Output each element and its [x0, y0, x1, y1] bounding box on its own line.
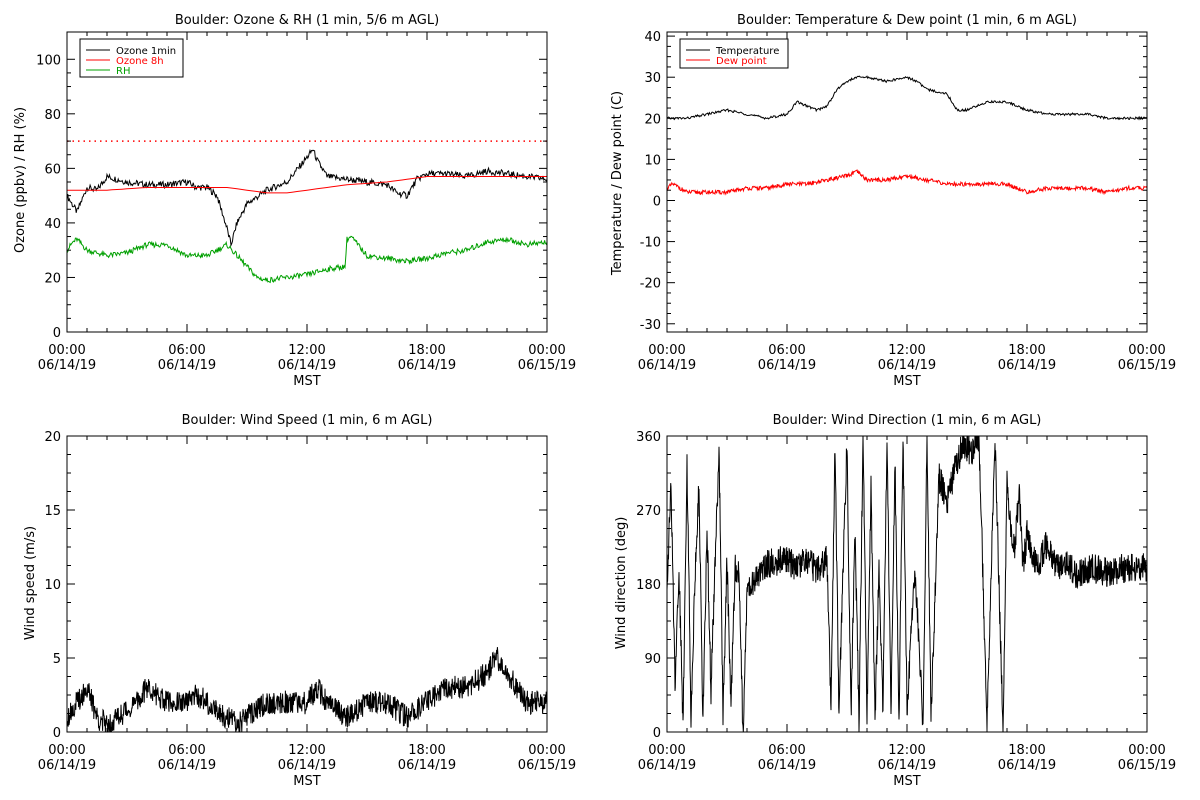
- series-ozone-8h: [67, 176, 547, 194]
- y-tick-label: 20: [644, 112, 661, 127]
- chart-title: Boulder: Wind Direction (1 min, 6 m AGL): [773, 413, 1042, 428]
- series-rh: [66, 235, 548, 284]
- x-tick-time-label: 00:00: [528, 343, 565, 358]
- series-dew-point: [666, 169, 1148, 196]
- x-tick-date-label: 06/14/19: [638, 758, 696, 773]
- y-tick-label: 60: [44, 162, 61, 177]
- y-tick-label: 20: [44, 430, 61, 445]
- y-tick-label: -10: [640, 236, 661, 251]
- y-tick-label: 180: [636, 578, 661, 593]
- x-tick-date-label: 06/15/19: [518, 758, 576, 773]
- y-tick-label: 40: [44, 217, 61, 232]
- x-tick-date-label: 06/14/19: [38, 358, 96, 373]
- x-tick-time-label: 00:00: [48, 743, 85, 758]
- x-tick-time-label: 00:00: [648, 343, 685, 358]
- x-tick-date-label: 06/14/19: [998, 358, 1056, 373]
- legend-label: Dew point: [716, 56, 767, 67]
- x-tick-date-label: 06/14/19: [278, 758, 336, 773]
- panel-wind-speed: Boulder: Wind Speed (1 min, 6 m AGL) Win…: [23, 413, 576, 789]
- series-line: [66, 647, 548, 733]
- x-tick-date-label: 06/14/19: [878, 358, 936, 373]
- panel-wind-direction: Boulder: Wind Direction (1 min, 6 m AGL)…: [614, 413, 1176, 789]
- y-tick-label: 20: [44, 271, 61, 286]
- y-tick-label: 15: [44, 504, 61, 519]
- y-tick-label: 30: [644, 71, 661, 86]
- y-tick-label: 80: [44, 108, 61, 123]
- y-axis-label: Wind direction (deg): [614, 517, 629, 650]
- x-tick-time-label: 12:00: [288, 343, 325, 358]
- y-tick-label: 5: [53, 652, 61, 667]
- series-temperature: [666, 75, 1148, 121]
- x-tick-date-label: 06/15/19: [1118, 358, 1176, 373]
- x-tick-time-label: 18:00: [1008, 343, 1045, 358]
- y-axis-label: Ozone (ppbv) / RH (%): [13, 107, 28, 253]
- legend-box: [679, 38, 789, 69]
- x-tick-time-label: 18:00: [408, 343, 445, 358]
- y-tick-label: 0: [53, 726, 61, 741]
- x-tick-date-label: 06/14/19: [758, 758, 816, 773]
- x-tick-date-label: 06/14/19: [758, 358, 816, 373]
- x-tick-date-label: 06/14/19: [878, 758, 936, 773]
- chart-title: Boulder: Temperature & Dew point (1 min,…: [737, 13, 1077, 28]
- x-tick-date-label: 06/14/19: [398, 358, 456, 373]
- x-tick-time-label: 00:00: [1128, 343, 1165, 358]
- x-tick-time-label: 06:00: [768, 343, 805, 358]
- chart-title: Boulder: Ozone & RH (1 min, 5/6 m AGL): [175, 13, 439, 28]
- y-tick-label: -30: [640, 318, 661, 333]
- x-tick-date-label: 06/14/19: [278, 358, 336, 373]
- legend-label: RH: [116, 66, 130, 77]
- y-axis-label: Temperature / Dew point (C): [610, 91, 625, 276]
- series-ozone-1min: [66, 148, 548, 247]
- x-tick-date-label: 06/14/19: [398, 758, 456, 773]
- x-tick-time-label: 00:00: [648, 743, 685, 758]
- x-tick-time-label: 06:00: [768, 743, 805, 758]
- chart-title: Boulder: Wind Speed (1 min, 6 m AGL): [182, 413, 433, 428]
- x-tick-date-label: 06/14/19: [158, 358, 216, 373]
- x-tick-time-label: 00:00: [528, 743, 565, 758]
- y-tick-label: 360: [636, 430, 661, 445]
- series-line: [666, 435, 1148, 733]
- x-tick-time-label: 12:00: [888, 743, 925, 758]
- x-tick-time-label: 06:00: [168, 743, 205, 758]
- y-tick-label: -20: [640, 277, 661, 292]
- x-axis-label: MST: [893, 374, 920, 389]
- panel-temperature-dewpoint: Boulder: Temperature & Dew point (1 min,…: [610, 13, 1176, 389]
- x-tick-date-label: 06/15/19: [1118, 758, 1176, 773]
- legend-label: Ozone 8h: [116, 56, 164, 67]
- y-tick-label: 100: [36, 53, 61, 68]
- x-tick-time-label: 00:00: [48, 343, 85, 358]
- y-tick-label: 90: [644, 652, 661, 667]
- x-tick-date-label: 06/14/19: [158, 758, 216, 773]
- x-tick-time-label: 06:00: [168, 343, 205, 358]
- y-tick-label: 0: [653, 194, 661, 209]
- y-tick-label: 270: [636, 504, 661, 519]
- y-tick-label: 0: [653, 726, 661, 741]
- x-tick-time-label: 18:00: [408, 743, 445, 758]
- y-tick-label: 10: [44, 578, 61, 593]
- y-tick-label: 0: [53, 326, 61, 341]
- legend-label: Temperature: [715, 46, 779, 57]
- x-tick-time-label: 18:00: [1008, 743, 1045, 758]
- x-axis-label: MST: [293, 774, 320, 789]
- y-axis-label: Wind speed (m/s): [23, 526, 38, 640]
- x-tick-time-label: 12:00: [288, 743, 325, 758]
- legend-label: Ozone 1min: [116, 46, 176, 57]
- x-tick-date-label: 06/14/19: [38, 758, 96, 773]
- x-axis-label: MST: [893, 774, 920, 789]
- y-tick-label: 10: [644, 153, 661, 168]
- x-tick-date-label: 06/15/19: [518, 358, 576, 373]
- y-tick-label: 40: [644, 30, 661, 45]
- x-tick-date-label: 06/14/19: [998, 758, 1056, 773]
- x-tick-time-label: 00:00: [1128, 743, 1165, 758]
- x-tick-date-label: 06/14/19: [638, 358, 696, 373]
- x-tick-time-label: 12:00: [888, 343, 925, 358]
- legend-box: [79, 38, 184, 78]
- panel-ozone-rh: Boulder: Ozone & RH (1 min, 5/6 m AGL) O…: [13, 13, 576, 389]
- x-axis-label: MST: [293, 374, 320, 389]
